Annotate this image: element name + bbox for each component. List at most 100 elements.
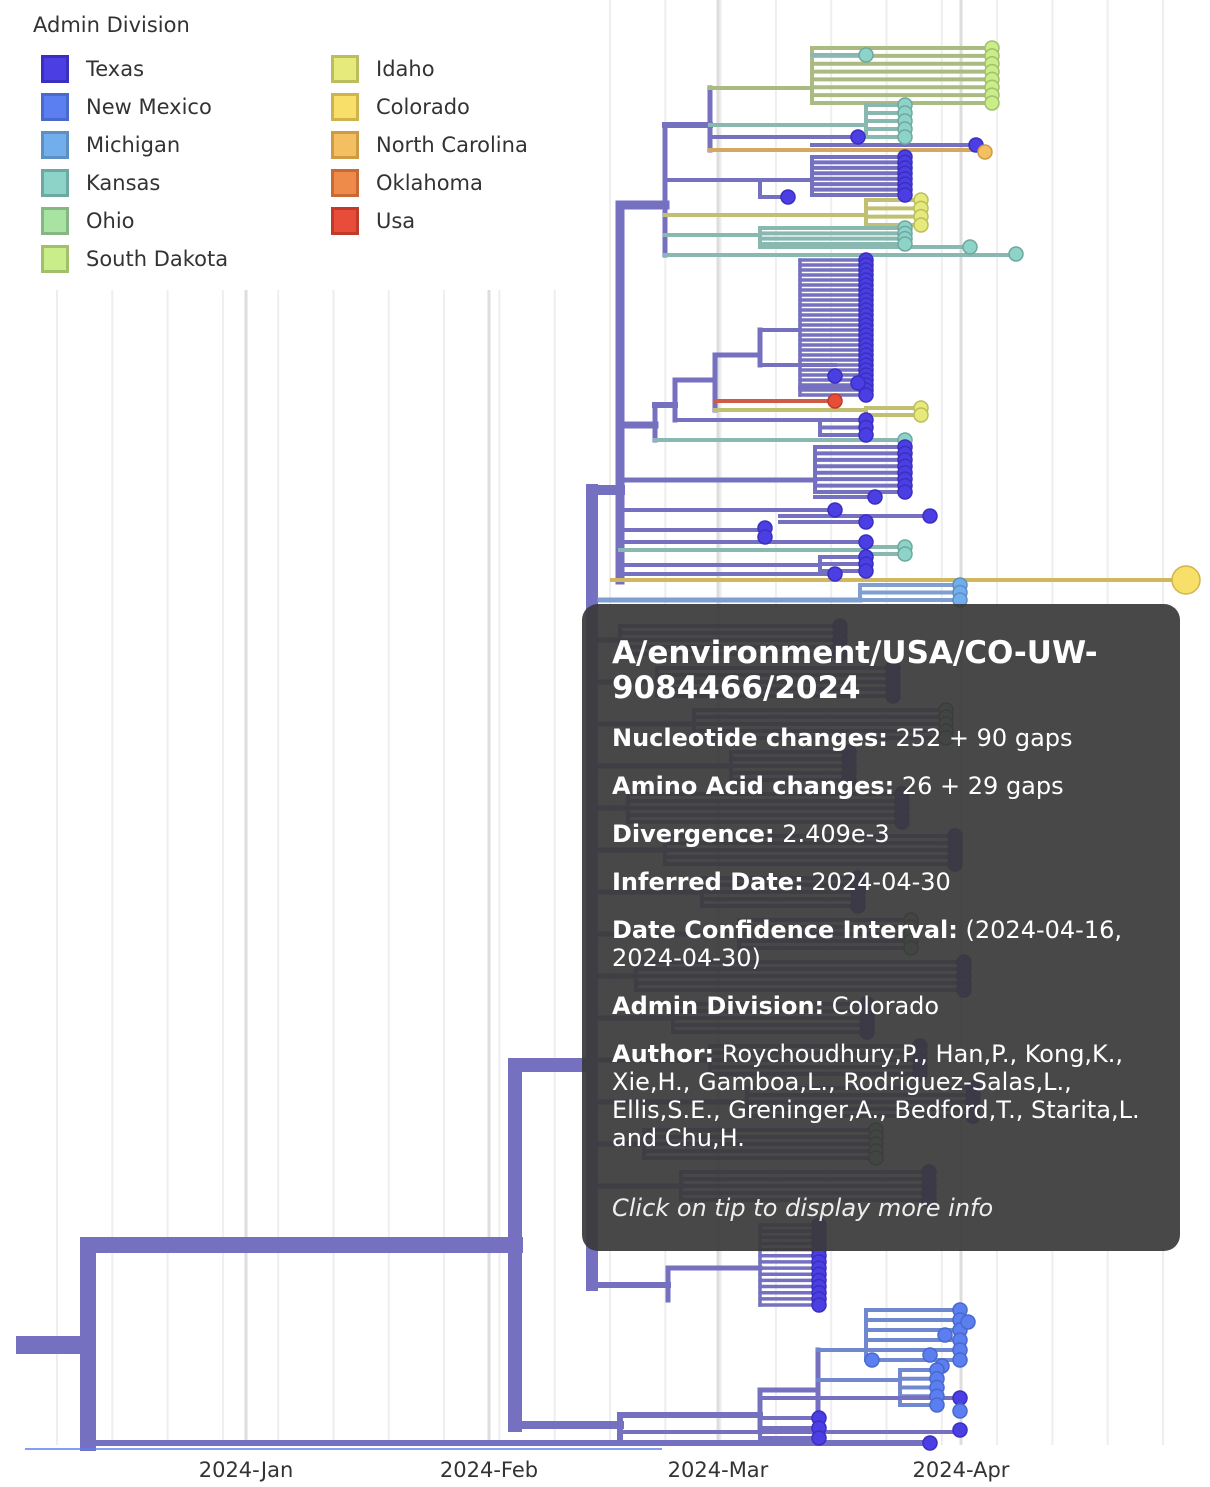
tip-tx[interactable] — [811, 1297, 827, 1313]
legend-label: Kansas — [86, 171, 161, 195]
tip-ks[interactable] — [858, 47, 874, 63]
tip-tx[interactable] — [827, 368, 843, 384]
legend-item-kansas[interactable]: Kansas — [41, 167, 160, 199]
legend-label: Ohio — [86, 209, 135, 233]
legend-label: South Dakota — [86, 247, 229, 271]
tip-tx[interactable] — [827, 566, 843, 582]
tip-us[interactable] — [827, 393, 843, 409]
legend-swatch — [41, 131, 69, 159]
axis-tick-apr: 2024-Apr — [912, 1458, 1010, 1482]
tooltip-row: Divergence: 2.409e-3 — [612, 820, 1150, 848]
tooltip-row-label: Author: — [612, 1040, 715, 1068]
legend-label: Colorado — [376, 95, 470, 119]
tip-tx[interactable] — [850, 129, 866, 145]
tip-tooltip: A/environment/USA/CO-UW-9084466/2024 Nuc… — [582, 604, 1180, 1251]
tooltip-footer: Click on tip to display more info — [612, 1194, 994, 1222]
tooltip-row: Inferred Date: 2024-04-30 — [612, 868, 1150, 896]
tooltip-row-label: Inferred Date: — [612, 868, 804, 896]
tooltip-row-value: 26 + 29 gaps — [901, 772, 1064, 800]
legend-item-texas[interactable]: Texas — [41, 53, 144, 85]
legend-title: Admin Division — [33, 13, 190, 37]
tip-ks[interactable] — [897, 129, 913, 145]
legend-swatch — [331, 93, 359, 121]
tip-nm[interactable] — [952, 1403, 968, 1419]
tip-tx[interactable] — [858, 534, 874, 550]
legend-item-idaho[interactable]: Idaho — [331, 53, 435, 85]
tip-tx[interactable] — [952, 1390, 968, 1406]
tip-tx[interactable] — [897, 484, 913, 500]
tip-nm[interactable] — [952, 1352, 968, 1368]
tooltip-row-label: Amino Acid changes: — [612, 772, 895, 800]
tip-sd[interactable] — [984, 95, 1000, 111]
axis-tick-jan: 2024-Jan — [198, 1458, 294, 1482]
tip-tx[interactable] — [850, 375, 866, 391]
tooltip-title: A/environment/USA/CO-UW-9084466/2024 — [612, 635, 1098, 706]
legend-swatch — [41, 207, 69, 235]
legend-item-oklahoma[interactable]: Oklahoma — [331, 167, 483, 199]
legend-item-ohio[interactable]: Ohio — [41, 205, 135, 237]
tip-nm[interactable] — [960, 1314, 976, 1330]
axis-tick-mar: 2024-Mar — [667, 1458, 769, 1482]
tip-tx[interactable] — [858, 427, 874, 443]
legend-swatch — [331, 207, 359, 235]
legend-item-colorado[interactable]: Colorado — [331, 91, 470, 123]
tip-nc[interactable] — [977, 144, 993, 160]
tip-ks[interactable] — [897, 236, 913, 252]
tip-nm[interactable] — [864, 1352, 880, 1368]
tooltip-row-label: Date Confidence Interval: — [612, 916, 958, 944]
tip-id[interactable] — [913, 407, 929, 423]
tip-tx[interactable] — [858, 563, 874, 579]
legend-swatch — [331, 131, 359, 159]
legend-swatch — [41, 169, 69, 197]
tip-id[interactable] — [913, 217, 929, 233]
tip-co[interactable] — [1171, 565, 1201, 595]
legend-swatch — [41, 245, 69, 273]
tip-tx[interactable] — [827, 502, 843, 518]
tooltip-row-value: 2024-04-30 — [811, 868, 951, 896]
tip-tx[interactable] — [811, 1430, 827, 1446]
tip-ks[interactable] — [897, 546, 913, 562]
tip-tx[interactable] — [897, 187, 913, 203]
legend-item-new-mexico[interactable]: New Mexico — [41, 91, 212, 123]
tooltip-row: Amino Acid changes: 26 + 29 gaps — [612, 772, 1150, 800]
tooltip-row: Author: Roychoudhury,P., Han,P., Kong,K.… — [612, 1040, 1150, 1152]
legend-label: Idaho — [376, 57, 435, 81]
tip-tx[interactable] — [952, 1422, 968, 1438]
tooltip-row: Nucleotide changes: 252 + 90 gaps — [612, 724, 1150, 752]
tip-ks[interactable] — [962, 239, 978, 255]
legend-label: Texas — [86, 57, 145, 81]
tip-tx[interactable] — [757, 529, 773, 545]
legend-label: Usa — [376, 209, 416, 233]
tooltip-row-value: 252 + 90 gaps — [895, 724, 1073, 752]
legend-item-north-carolina[interactable]: North Carolina — [331, 129, 528, 161]
legend-label: Michigan — [86, 133, 181, 157]
tip-nm[interactable] — [929, 1397, 945, 1413]
tip-tx[interactable] — [780, 189, 796, 205]
tip-nm[interactable] — [937, 1327, 953, 1343]
tip-tx[interactable] — [867, 489, 883, 505]
legend-label: New Mexico — [86, 95, 212, 119]
legend-label: North Carolina — [376, 133, 528, 157]
tip-tx[interactable] — [858, 514, 874, 530]
legend-item-usa[interactable]: Usa — [331, 205, 415, 237]
legend-swatch — [41, 93, 69, 121]
tip-nm[interactable] — [922, 1347, 938, 1363]
tooltip-row-label: Nucleotide changes: — [612, 724, 888, 752]
legend-label: Oklahoma — [376, 171, 483, 195]
tooltip-row: Admin Division: Colorado — [612, 992, 1150, 1020]
legend-swatch — [331, 169, 359, 197]
legend-item-south-dakota[interactable]: South Dakota — [41, 243, 228, 275]
tip-tx[interactable] — [922, 508, 938, 524]
tooltip-row-value: 2.409e-3 — [782, 820, 890, 848]
tip-tx[interactable] — [858, 387, 874, 403]
tooltip-row-label: Admin Division: — [612, 992, 825, 1020]
legend-swatch — [41, 55, 69, 83]
tooltip-row: Date Confidence Interval: (2024-04-16, 2… — [612, 916, 1150, 972]
tip-tx[interactable] — [922, 1435, 938, 1451]
legend-item-michigan[interactable]: Michigan — [41, 129, 180, 161]
legend: Admin Division Texas New Mexico Michigan Ka… — [0, 0, 600, 290]
legend-swatch — [331, 55, 359, 83]
tip-ks[interactable] — [1008, 246, 1024, 262]
tooltip-row-value: Roychoudhury,P., Han,P., Kong,K., Xie,H.… — [612, 1040, 1140, 1152]
tooltip-row-label: Divergence: — [612, 820, 775, 848]
